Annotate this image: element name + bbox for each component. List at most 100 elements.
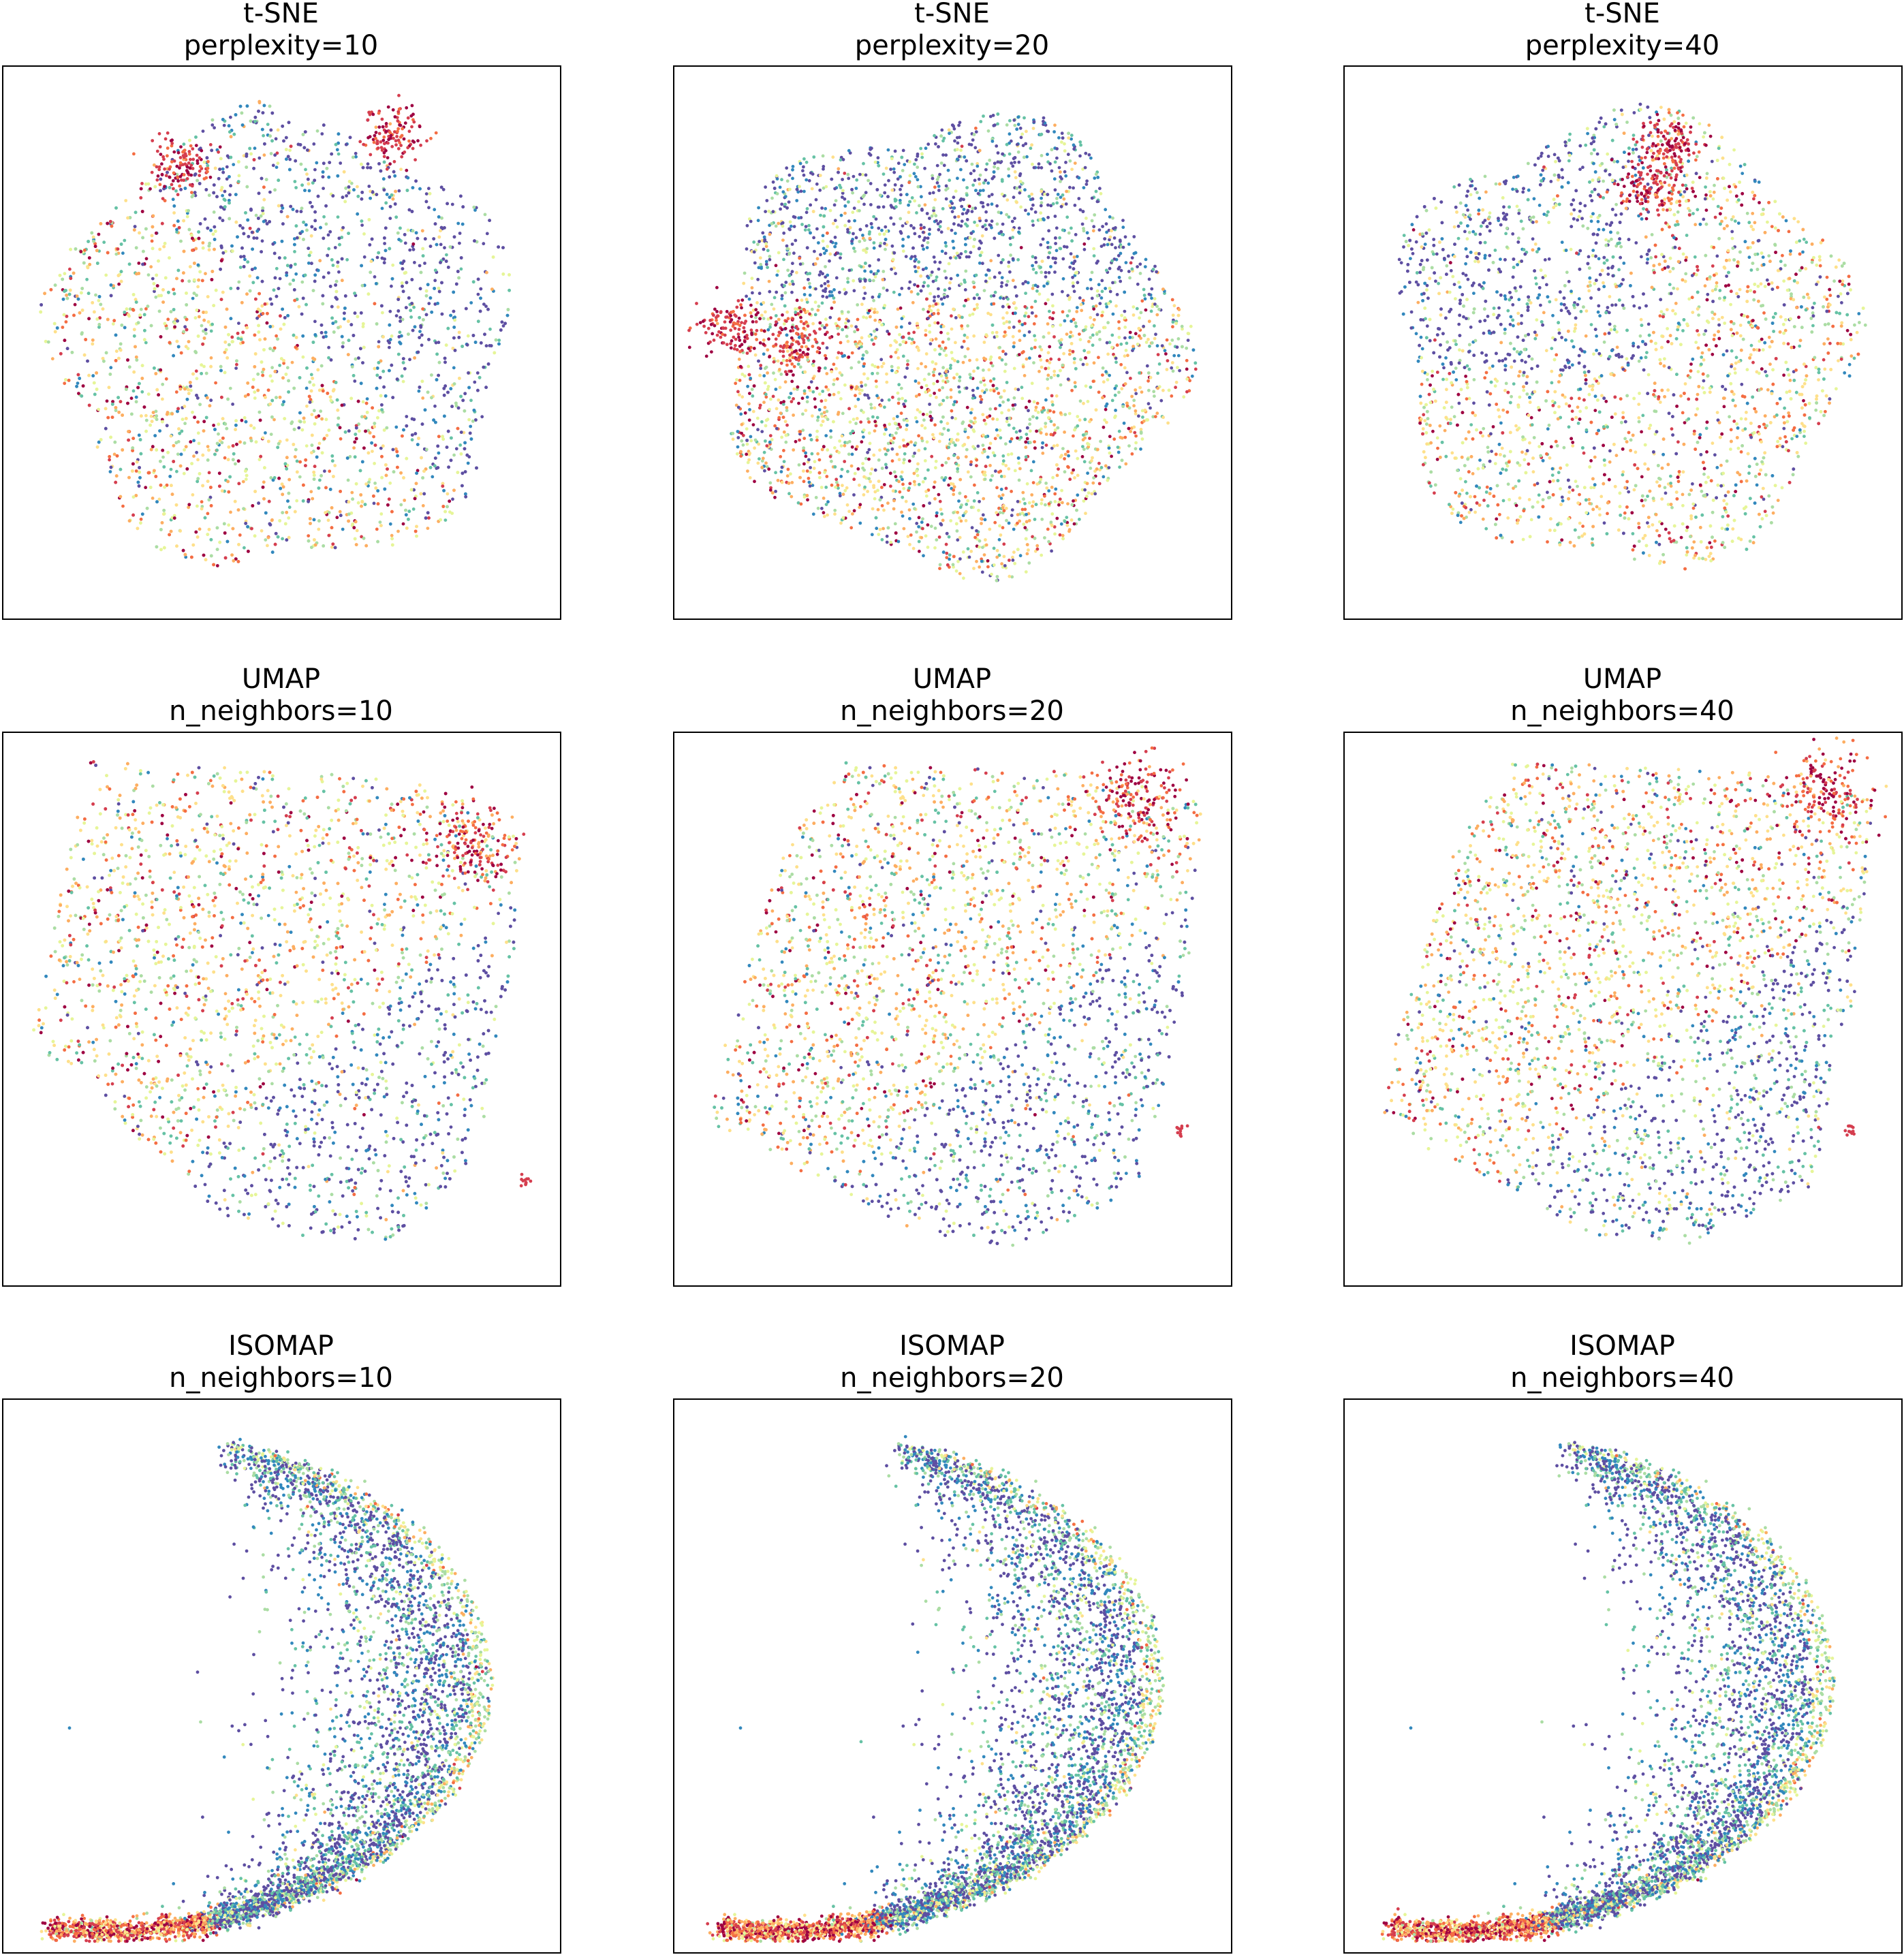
scatter-point bbox=[870, 467, 874, 471]
scatter-point bbox=[351, 497, 354, 501]
scatter-point bbox=[131, 469, 134, 473]
scatter-point bbox=[484, 304, 488, 309]
scatter-point bbox=[946, 379, 950, 383]
scatter-point bbox=[93, 242, 97, 246]
scatter-point bbox=[506, 308, 510, 311]
scatter-point bbox=[377, 345, 381, 349]
scatter-point bbox=[413, 261, 416, 264]
scatter-point bbox=[185, 215, 189, 219]
scatter-point bbox=[179, 452, 183, 456]
scatter-point bbox=[46, 340, 50, 344]
scatter-point bbox=[395, 377, 399, 381]
scatter-point bbox=[1117, 335, 1121, 339]
scatter-point bbox=[1039, 358, 1043, 362]
scatter-point bbox=[193, 191, 197, 195]
scatter-point bbox=[76, 373, 80, 377]
scatter-point bbox=[168, 341, 172, 345]
scatter-point bbox=[937, 189, 941, 192]
scatter-point bbox=[786, 467, 790, 471]
scatter-point bbox=[881, 362, 886, 366]
scatter-point bbox=[197, 278, 200, 282]
scatter-point bbox=[403, 499, 407, 502]
scatter-point bbox=[1170, 366, 1174, 370]
scatter-point bbox=[196, 285, 200, 289]
scatter-point bbox=[788, 228, 792, 232]
scatter-point bbox=[381, 335, 385, 339]
scatter-point bbox=[415, 525, 418, 529]
scatter-point bbox=[380, 117, 384, 121]
scatter-point bbox=[975, 358, 979, 362]
scatter-point bbox=[291, 208, 295, 211]
scatter-point bbox=[1090, 296, 1094, 300]
scatter-point bbox=[467, 386, 471, 390]
scatter-point bbox=[791, 165, 795, 168]
scatter-point bbox=[131, 293, 136, 296]
scatter-point bbox=[382, 428, 386, 432]
scatter-point bbox=[916, 462, 920, 466]
scatter-point bbox=[188, 381, 192, 384]
scatter-point bbox=[508, 273, 511, 277]
scatter-point bbox=[68, 267, 72, 271]
scatter-point bbox=[1114, 304, 1118, 308]
scatter-point bbox=[497, 245, 500, 249]
scatter-point bbox=[201, 453, 205, 457]
scatter-point bbox=[770, 196, 774, 200]
scatter-point bbox=[411, 186, 415, 189]
scatter-point bbox=[845, 486, 849, 490]
scatter-point bbox=[259, 214, 263, 218]
scatter-point bbox=[417, 437, 420, 440]
scatter-point bbox=[913, 283, 916, 287]
scatter-point bbox=[231, 403, 234, 406]
scatter-point bbox=[198, 165, 202, 168]
scatter-point bbox=[420, 333, 424, 337]
scatter-point bbox=[289, 144, 293, 148]
scatter-point bbox=[304, 223, 308, 227]
scatter-point bbox=[149, 423, 153, 427]
scatter-point bbox=[166, 317, 170, 322]
scatter-point bbox=[234, 113, 238, 116]
scatter-point bbox=[207, 527, 211, 531]
scatter-point bbox=[312, 142, 316, 146]
scatter-point bbox=[890, 433, 894, 437]
scatter-point bbox=[190, 234, 193, 237]
scatter-point bbox=[196, 159, 200, 163]
scatter-point bbox=[84, 338, 88, 341]
scatter-point bbox=[360, 460, 364, 464]
scatter-point bbox=[172, 171, 176, 175]
scatter-point bbox=[277, 442, 281, 445]
scatter-point bbox=[184, 555, 188, 559]
scatter-point bbox=[286, 155, 290, 159]
scatter-point bbox=[284, 373, 288, 376]
scatter-point bbox=[747, 402, 751, 406]
scatter-point bbox=[172, 516, 176, 520]
scatter-point bbox=[127, 313, 130, 317]
scatter-point bbox=[410, 278, 414, 281]
scatter-point bbox=[87, 240, 90, 243]
scatter-point bbox=[309, 373, 313, 377]
scatter-point bbox=[820, 284, 824, 288]
scatter-point bbox=[185, 177, 189, 181]
scatter-point bbox=[242, 232, 246, 236]
scatter-point bbox=[387, 497, 391, 501]
scatter-point bbox=[277, 287, 281, 290]
scatter-point bbox=[895, 415, 899, 418]
scatter-point bbox=[95, 445, 99, 449]
scatter-point bbox=[885, 372, 888, 376]
scatter-point bbox=[433, 279, 437, 283]
scatter-point bbox=[179, 187, 183, 191]
scatter-point bbox=[963, 155, 967, 159]
scatter-point bbox=[268, 402, 272, 406]
scatter-point bbox=[163, 185, 166, 189]
scatter-point bbox=[976, 191, 980, 195]
scatter-point bbox=[97, 295, 102, 298]
scatter-point bbox=[426, 511, 430, 515]
scatter-point bbox=[119, 242, 123, 246]
scatter-point bbox=[1071, 349, 1075, 354]
scatter-point bbox=[852, 493, 856, 497]
scatter-point bbox=[857, 200, 860, 204]
scatter-point bbox=[397, 107, 401, 111]
scatter-point bbox=[173, 321, 176, 325]
scatter-point bbox=[821, 390, 825, 393]
scatter-point bbox=[392, 136, 395, 140]
scatter-point bbox=[293, 242, 296, 247]
